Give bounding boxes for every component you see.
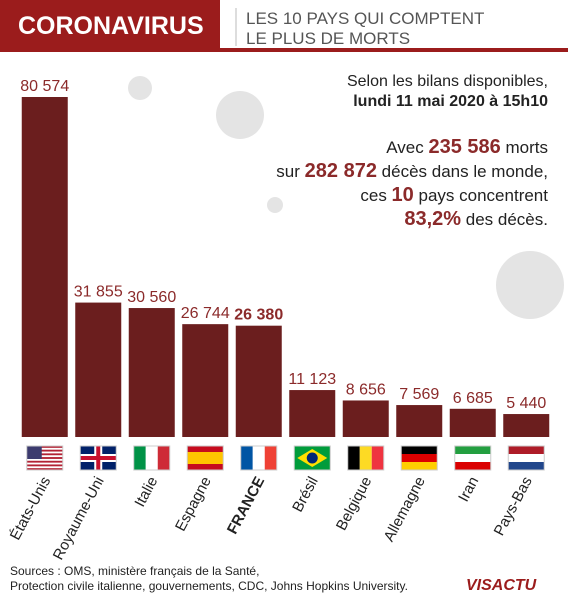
flag-part	[454, 454, 491, 462]
source: Sources : OMS, ministère français de la …	[10, 564, 259, 578]
flag-part	[359, 446, 372, 470]
chart-title: CORONAVIRUS	[18, 12, 204, 40]
flag-part	[306, 452, 318, 464]
x-tick-label: Espagne	[172, 474, 215, 534]
flag-part	[508, 454, 545, 462]
summary-segment: pays concentrent	[414, 186, 548, 205]
flag-border	[79, 445, 117, 471]
value-label: 26 380	[234, 307, 283, 324]
bar	[128, 308, 175, 437]
value-label: 5 440	[506, 395, 546, 412]
flag-part	[508, 446, 545, 454]
flag-part	[252, 446, 265, 470]
flag-part	[401, 454, 438, 462]
value-label: 30 560	[127, 289, 176, 306]
x-tick-label: États-Unis	[7, 474, 54, 543]
flag-border	[454, 445, 492, 471]
x-tick-label: Allemagne	[380, 474, 428, 545]
summary-segment: ces	[360, 186, 391, 205]
virus-decoration	[128, 76, 564, 319]
flag-part	[26, 446, 63, 448]
flag-border	[186, 445, 224, 471]
bar	[75, 302, 122, 437]
source: Protection civile italienne, gouvernemen…	[10, 579, 408, 593]
annotation: Selon les bilans disponibles,	[347, 73, 548, 90]
flag-part	[26, 453, 63, 456]
summary-segment: Avec	[386, 138, 428, 157]
summary-segment: décès dans le monde,	[377, 162, 548, 181]
value-label: 11 123	[288, 371, 336, 388]
flag-part	[26, 460, 63, 463]
bar	[182, 324, 229, 437]
flag-border	[26, 445, 64, 471]
value-label: 80 574	[20, 78, 69, 95]
flag-border	[240, 445, 278, 471]
summary-segment: 10	[392, 184, 414, 206]
value-label: 6 685	[453, 390, 493, 407]
flag-part	[133, 446, 146, 470]
flag-part	[26, 457, 63, 459]
bar	[396, 405, 443, 437]
summary-line: ces 10 pays concentrent	[360, 184, 548, 206]
summary-line: sur 282 872 décès dans le monde,	[276, 160, 548, 182]
annotation: lundi 11 mai 2020 à 15h10	[353, 93, 548, 110]
flag-part	[264, 446, 277, 470]
bar	[449, 408, 496, 437]
x-tick-label: Brésil	[289, 474, 322, 515]
logo: VISACTU	[466, 577, 537, 594]
value-label: 8 656	[346, 381, 386, 398]
x-tick-label: Royaume-Uni	[50, 474, 108, 563]
flag-border	[293, 445, 331, 471]
summary-segment: sur	[276, 162, 304, 181]
title-rule	[0, 48, 568, 52]
x-tick-label: Pays-Bas	[491, 474, 536, 539]
flag-part	[240, 446, 253, 470]
flag-part	[157, 446, 170, 470]
bar	[289, 390, 336, 437]
flag-part	[145, 446, 158, 470]
flag-border	[347, 445, 385, 471]
summary-segment: morts	[501, 138, 548, 157]
flag-part	[454, 462, 491, 470]
value-label: 31 855	[74, 284, 123, 301]
flag-part	[80, 456, 117, 460]
flag-border	[400, 445, 438, 471]
flag-part	[26, 446, 42, 459]
flag-part	[347, 446, 360, 470]
subtitle: LE PLUS DE MORTS	[246, 29, 410, 48]
bar	[503, 414, 550, 437]
value-label: 7 569	[399, 386, 439, 403]
summary-segment: 235 586	[428, 136, 500, 158]
flag-part	[401, 462, 438, 470]
bar	[21, 97, 68, 437]
bar	[342, 400, 389, 437]
title-box	[0, 0, 220, 48]
summary-segment: des décès.	[461, 210, 548, 229]
flag-border	[507, 445, 545, 471]
bar	[235, 325, 282, 437]
summary-segment: 83,2%	[404, 208, 461, 230]
x-tick-label: Belgique	[333, 474, 375, 534]
summary-segment: 282 872	[305, 160, 377, 182]
flag-part	[187, 452, 224, 464]
flag-part	[371, 446, 384, 470]
flag-border	[133, 445, 171, 471]
x-tick-label: Iran	[455, 474, 482, 505]
summary-line: 83,2% des décès.	[404, 208, 548, 230]
flag-part	[26, 464, 63, 467]
flag-part	[26, 468, 63, 470]
x-tick-label: FRANCE	[224, 474, 268, 537]
flag-part	[454, 446, 491, 454]
flag-part	[508, 462, 545, 470]
flag-part	[26, 449, 63, 452]
subtitle: LES 10 PAYS QUI COMPTENT	[246, 9, 484, 28]
value-label: 26 744	[181, 305, 230, 322]
x-tick-label: Italie	[131, 474, 161, 510]
flag-part	[401, 446, 438, 454]
summary-line: Avec 235 586 morts	[386, 136, 548, 158]
